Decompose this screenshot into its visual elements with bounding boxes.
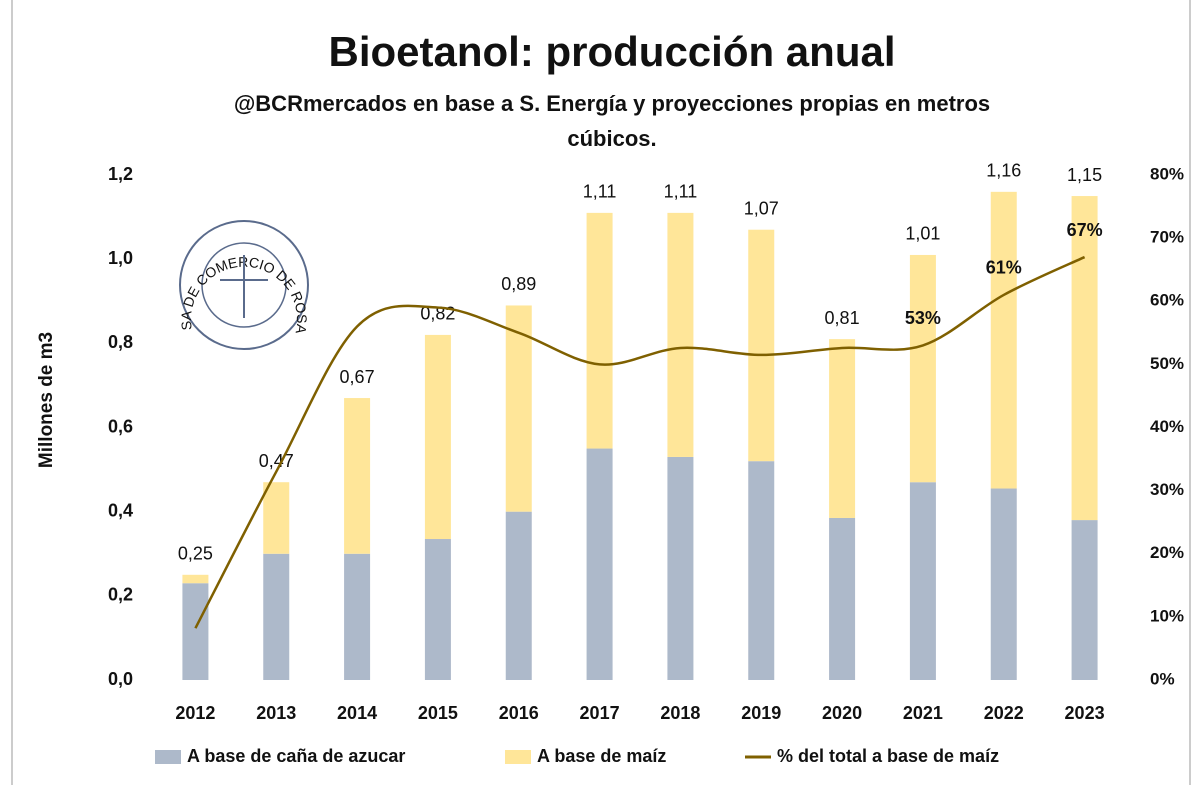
total-label: 1,01 [905,224,940,244]
x-tick-label: 2017 [580,703,620,723]
total-label: 1,11 [583,182,617,202]
y2-tick-label: 10% [1150,606,1184,625]
logo-ring [179,220,309,350]
total-label: 0,47 [259,451,294,471]
bar-segment [909,482,936,680]
total-label: 0,81 [825,308,860,328]
bar-segment [990,191,1017,489]
y-tick-label: 1,2 [108,164,133,184]
logo-ring [201,242,287,328]
logo: BOLSA DE COMERCIO DE ROSARIO [0,0,310,350]
x-tick-label: 2012 [175,703,215,723]
x-tick-label: 2015 [418,703,458,723]
y2-tick-label: 20% [1150,543,1184,562]
legend-label: A base de caña de azucar [187,746,405,766]
y2-tick-label: 0% [1150,669,1175,688]
bar-segment [1071,520,1098,680]
bar-segment [344,553,371,680]
bar-segment [586,212,613,449]
chart-subtitle: @BCRmercados en base a S. Energía y proy… [234,91,990,116]
line-value-label: 67% [1067,220,1103,240]
bar-segment [990,488,1017,680]
bar-segment [748,461,775,680]
x-tick-label: 2013 [256,703,296,723]
bar-segment [829,339,856,518]
chart-title: Bioetanol: producción anual [328,28,895,75]
y-tick-label: 1,0 [108,248,133,268]
total-label: 0,89 [501,274,536,294]
x-tick-label: 2023 [1065,703,1105,723]
legend-label: A base de maíz [537,746,666,766]
total-label: 1,11 [664,182,698,202]
y-tick-label: 0,8 [108,332,133,352]
line-series [194,255,1086,629]
bar-segment [263,553,290,680]
x-tick-label: 2022 [984,703,1024,723]
bar-segment [829,517,856,680]
y-tick-label: 0,6 [108,416,133,436]
y2-tick-label: 70% [1150,228,1184,247]
y-tick-label: 0,2 [108,585,133,605]
x-tick-label: 2021 [903,703,943,723]
logo-text-path: BOLSA DE COMERCIO DE ROSARIO [0,0,310,336]
x-tick-label: 2018 [660,703,700,723]
bar-segment [182,583,209,680]
x-tick-label: 2014 [337,703,377,723]
y-tick-label: 0,0 [108,669,133,689]
bar-segment [424,539,451,680]
y2-tick-label: 40% [1150,417,1184,436]
bar-segment [344,398,371,554]
bar-segment [748,229,775,462]
bar-segment [667,456,694,680]
total-label: 1,07 [744,198,779,218]
x-tick-label: 2019 [741,703,781,723]
legend-label: % del total a base de maíz [777,746,999,766]
y2-tick-label: 80% [1150,164,1184,183]
y2-tick-label: 30% [1150,480,1184,499]
y2-tick-label: 60% [1150,291,1184,310]
total-label: 0,25 [178,544,213,564]
total-label: 1,16 [986,161,1021,181]
bar-segment [1071,196,1098,521]
bar-segment [424,334,451,540]
y-tick-label: 0,4 [108,500,133,520]
bar-segment [182,574,209,584]
legend-swatch [505,750,531,764]
bar-segment [263,482,290,554]
legend-swatch [155,750,181,764]
bar-segment [909,254,936,483]
logo-text: BOLSA DE COMERCIO DE ROSARIO [0,0,310,336]
total-label: 1,15 [1067,165,1102,185]
y-axis-label: Millones de m3 [36,332,57,468]
y2-tick-label: 50% [1150,354,1184,373]
bar-segment [505,511,532,680]
bar-segment [667,212,694,457]
chart-subtitle: cúbicos. [567,126,656,151]
line-value-label: 61% [986,258,1022,278]
line-value-label: 53% [905,308,941,328]
x-tick-label: 2020 [822,703,862,723]
bar-segment [505,305,532,512]
x-tick-label: 2016 [499,703,539,723]
bar-segment [586,448,613,680]
total-label: 0,67 [340,367,375,387]
